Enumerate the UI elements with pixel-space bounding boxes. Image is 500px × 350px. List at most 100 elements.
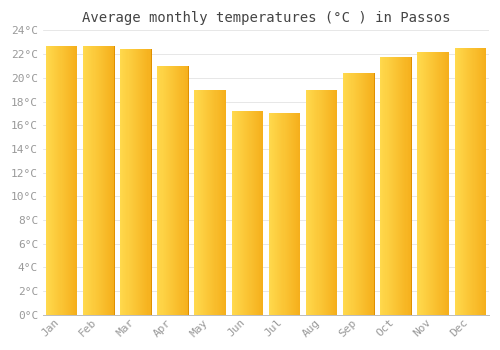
Bar — [464, 48, 465, 315]
Bar — [364, 73, 365, 315]
Bar — [429, 52, 430, 315]
Bar — [260, 111, 261, 315]
Bar — [388, 56, 390, 315]
Bar — [307, 90, 308, 315]
Bar — [109, 46, 110, 315]
Bar — [381, 56, 382, 315]
Bar — [218, 90, 220, 315]
Bar — [70, 46, 71, 315]
Bar — [170, 66, 171, 315]
Bar — [325, 90, 326, 315]
Bar — [106, 46, 107, 315]
Bar — [103, 46, 104, 315]
Bar — [257, 111, 258, 315]
Bar — [206, 90, 207, 315]
Bar — [291, 113, 292, 315]
Bar — [386, 56, 388, 315]
Bar — [290, 113, 291, 315]
Bar — [120, 49, 121, 315]
Bar — [456, 48, 458, 315]
Bar — [476, 48, 478, 315]
Bar — [331, 90, 332, 315]
Bar — [178, 66, 180, 315]
Bar — [180, 66, 182, 315]
Bar — [105, 46, 106, 315]
Bar — [344, 73, 345, 315]
Bar — [136, 49, 137, 315]
Bar — [130, 49, 132, 315]
Bar — [223, 90, 224, 315]
Bar — [433, 52, 434, 315]
Bar — [208, 90, 209, 315]
Bar — [220, 90, 222, 315]
Bar — [327, 90, 328, 315]
Bar — [320, 90, 322, 315]
Bar — [258, 111, 259, 315]
Bar — [480, 48, 481, 315]
Bar — [292, 113, 293, 315]
Bar — [51, 46, 52, 315]
Bar — [256, 111, 257, 315]
Bar — [454, 48, 456, 315]
Bar — [48, 46, 49, 315]
Bar — [324, 90, 325, 315]
Bar — [98, 46, 100, 315]
Bar — [309, 90, 310, 315]
Bar — [137, 49, 138, 315]
Bar — [236, 111, 237, 315]
Bar — [485, 48, 486, 315]
Bar — [295, 113, 296, 315]
Bar — [418, 52, 420, 315]
Bar — [90, 46, 92, 315]
Bar — [398, 56, 399, 315]
Bar — [205, 90, 206, 315]
Bar — [171, 66, 172, 315]
Bar — [84, 46, 85, 315]
Bar — [393, 56, 394, 315]
Bar — [271, 113, 272, 315]
Bar — [392, 56, 393, 315]
Bar — [150, 49, 152, 315]
Bar — [141, 49, 142, 315]
Bar — [102, 46, 103, 315]
Bar — [286, 113, 288, 315]
Bar — [348, 73, 350, 315]
Bar — [343, 73, 344, 315]
Bar — [463, 48, 464, 315]
Bar — [72, 46, 73, 315]
Bar — [142, 49, 143, 315]
Bar — [245, 111, 246, 315]
Bar — [478, 48, 480, 315]
Bar — [431, 52, 432, 315]
Bar — [194, 90, 196, 315]
Bar — [175, 66, 176, 315]
Bar — [56, 46, 58, 315]
Bar — [122, 49, 123, 315]
Bar — [174, 66, 175, 315]
Bar — [352, 73, 354, 315]
Bar — [232, 111, 234, 315]
Bar — [73, 46, 74, 315]
Bar — [395, 56, 396, 315]
Bar — [148, 49, 150, 315]
Bar — [259, 111, 260, 315]
Bar — [346, 73, 347, 315]
Bar — [100, 46, 101, 315]
Bar — [446, 52, 447, 315]
Bar — [284, 113, 286, 315]
Bar — [402, 56, 404, 315]
Bar — [76, 46, 78, 315]
Bar — [313, 90, 314, 315]
Bar — [101, 46, 102, 315]
Bar — [244, 111, 245, 315]
Bar — [212, 90, 214, 315]
Bar — [262, 111, 263, 315]
Bar — [288, 113, 290, 315]
Bar — [162, 66, 164, 315]
Bar — [243, 111, 244, 315]
Bar — [326, 90, 327, 315]
Bar — [406, 56, 408, 315]
Bar — [222, 90, 223, 315]
Bar — [58, 46, 59, 315]
Bar — [468, 48, 469, 315]
